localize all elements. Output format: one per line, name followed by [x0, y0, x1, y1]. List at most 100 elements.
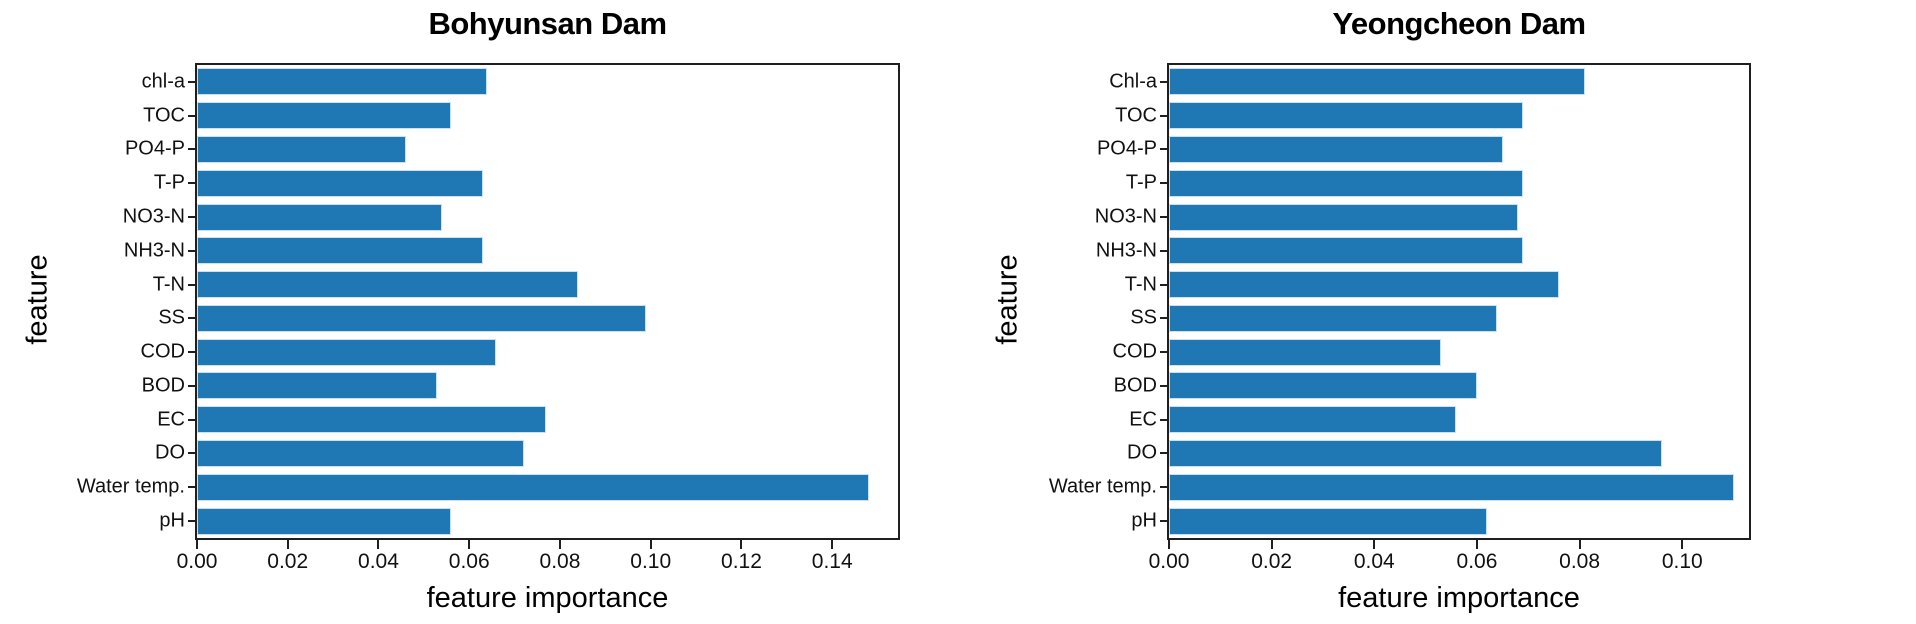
bar-chl-a	[197, 68, 488, 96]
x-tick	[831, 540, 834, 549]
x-tick-label: 0.06	[1456, 550, 1498, 573]
bar-row: BOD	[1114, 369, 1749, 403]
bar-toc	[197, 102, 452, 130]
bar-row: chl-a	[142, 65, 898, 99]
bar-row: TOC	[1115, 99, 1749, 133]
category-label: TOC	[143, 104, 185, 127]
y-tick	[188, 283, 195, 286]
y-tick	[188, 520, 195, 523]
category-label: PO4-P	[124, 137, 185, 160]
chart-title-bohyunsan: Bohyunsan Dam	[428, 6, 667, 41]
category-label: NO3-N	[122, 205, 185, 228]
x-tick	[740, 540, 743, 549]
x-tick-label: 0.10	[630, 550, 672, 573]
bar-do	[1169, 439, 1662, 467]
y-tick	[1160, 520, 1167, 523]
bar-do	[197, 439, 524, 467]
y-tick	[1160, 216, 1167, 219]
plot-area-bohyunsan: chl-a TOC PO4-P T-P NO3-N NH3-N T-N SS COD BOD EC D…	[77, 63, 900, 573]
category-label: Chl-a	[1109, 70, 1157, 93]
bar-row: DO	[1127, 437, 1749, 471]
x-axis-label: feature importance	[1338, 582, 1580, 614]
bar-row: T-N	[1125, 268, 1749, 302]
y-tick	[1160, 317, 1167, 320]
category-label: T-P	[1125, 171, 1157, 194]
category-label: BOD	[141, 374, 185, 397]
bar-row: COD	[141, 335, 898, 369]
bar-row: pH	[1131, 504, 1749, 538]
y-tick	[1160, 418, 1167, 421]
category-label: PO4-P	[1096, 137, 1157, 160]
y-tick	[188, 80, 195, 83]
plot-area-yeongcheon: Chl-a TOC PO4-P T-P NO3-N NH3-N T-N SS COD BOD EC D…	[1049, 63, 1751, 573]
category-label: T-N	[1124, 273, 1157, 296]
category-label: Water temp.	[1048, 475, 1157, 498]
bar-cod	[197, 338, 497, 366]
category-label: chl-a	[141, 70, 185, 93]
category-label: COD	[140, 340, 185, 363]
category-label: pH	[159, 509, 185, 532]
y-tick	[1160, 486, 1167, 489]
bar-t-p	[197, 169, 483, 197]
bar-ec	[1169, 406, 1457, 434]
category-label: NO3-N	[1094, 205, 1157, 228]
x-tick-label: 0.04	[1353, 550, 1395, 573]
bar-ec	[197, 406, 547, 434]
chart-title-yeongcheon: Yeongcheon Dam	[1332, 6, 1586, 41]
bar-nh3-n	[1169, 237, 1524, 265]
bar-water-temp-	[1169, 473, 1734, 501]
y-axis-label: feature	[21, 254, 54, 345]
bar-row: Water temp.	[77, 470, 898, 504]
category-label: SS	[158, 306, 185, 329]
y-tick	[1160, 148, 1167, 151]
bar-row: NO3-N	[123, 200, 898, 234]
bar-no3-n	[197, 203, 442, 231]
x-tick	[1168, 540, 1170, 549]
category-label: T-N	[152, 273, 185, 296]
category-label: COD	[1112, 340, 1157, 363]
y-tick	[1160, 452, 1167, 455]
bar-row: BOD	[142, 369, 898, 403]
x-tick-label: 0.10	[1661, 550, 1703, 573]
y-tick	[188, 418, 195, 421]
x-tick-label: 0.08	[1559, 550, 1601, 573]
x-tick-label: 0.14	[811, 550, 853, 573]
bar-row: NH3-N	[1096, 234, 1749, 268]
category-label: SS	[1130, 306, 1157, 329]
bar-row: EC	[1129, 403, 1749, 437]
bar-row: PO4-P	[125, 133, 898, 167]
y-tick	[188, 384, 195, 387]
y-tick	[188, 249, 195, 252]
x-tick	[1578, 540, 1581, 549]
x-tick	[196, 540, 198, 549]
y-tick	[188, 317, 195, 320]
x-tick-label: 0.02	[267, 550, 309, 573]
x-tick-label: 0.08	[539, 550, 581, 573]
x-tick-label: 0.04	[358, 550, 399, 573]
bar-po4-p	[1169, 135, 1503, 163]
x-tick	[1270, 540, 1273, 549]
category-label: pH	[1131, 509, 1157, 532]
bar-no3-n	[1169, 203, 1519, 231]
y-tick	[1160, 114, 1167, 117]
bar-t-p	[1169, 169, 1524, 197]
category-label: NH3-N	[123, 239, 185, 262]
bar-row: SS	[1130, 301, 1749, 335]
bar-row: SS	[158, 301, 898, 335]
bar-bod	[197, 372, 438, 400]
x-tick-label: 0.12	[721, 550, 762, 573]
bar-row: COD	[1113, 335, 1749, 369]
bar-row: TOC	[143, 99, 898, 133]
x-tick-label: 0.00	[1148, 550, 1190, 573]
x-tick	[1373, 540, 1376, 549]
bar-po4-p	[197, 135, 406, 163]
x-tick-label: 0.02	[1251, 550, 1293, 573]
bar-row: pH	[159, 504, 898, 538]
bar-ss	[197, 304, 647, 332]
bar-nh3-n	[197, 237, 483, 265]
x-axis-label: feature importance	[426, 582, 669, 614]
x-tick	[286, 540, 289, 549]
bar-ph	[197, 507, 452, 535]
bar-toc	[1169, 102, 1524, 130]
x-tick	[1475, 540, 1478, 549]
